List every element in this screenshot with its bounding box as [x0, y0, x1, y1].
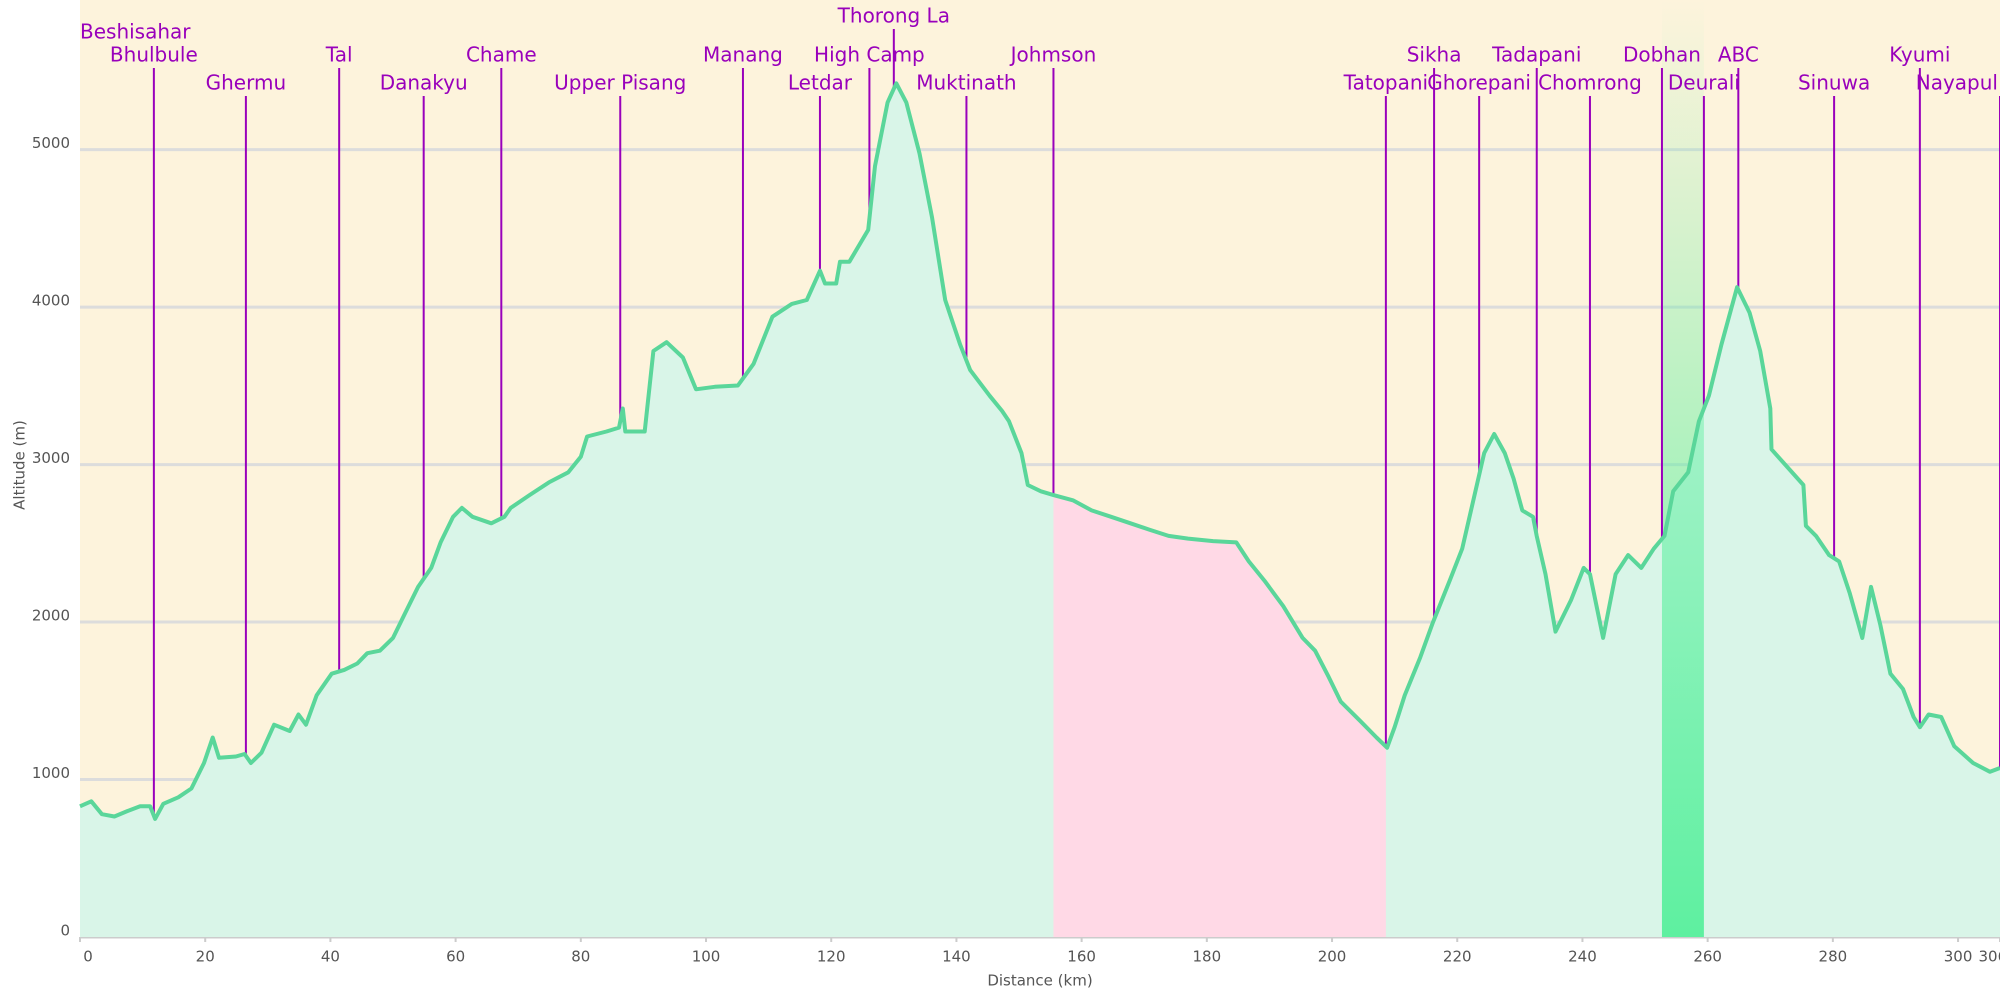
waypoint-label: Bhulbule [110, 43, 198, 67]
x-axis-title: Distance (km) [987, 972, 1092, 990]
line-layer [79, 81, 2000, 821]
waypoint-label: Deurali [1668, 71, 1740, 95]
x-tick-label: 280 [1819, 948, 1848, 966]
area-fill [80, 83, 2000, 938]
x-tick-label: 180 [1193, 948, 1222, 966]
x-tick-label: 300 [1944, 948, 1973, 966]
y-tick-label: 2000 [32, 607, 70, 625]
waypoint-label: Johmson [1009, 43, 1097, 67]
waypoint-layer [152, 29, 2000, 816]
waypoint-label: Beshisahar [80, 20, 191, 44]
waypoint-label: Ghorepani [1427, 71, 1531, 95]
x-tick-label: 140 [942, 948, 971, 966]
waypoint-label: Chomrong [1538, 71, 1642, 95]
profile-line [79, 81, 2000, 821]
waypoint-label: Upper Pisang [554, 71, 686, 95]
x-tick-label: 20 [196, 948, 215, 966]
x-tick-label: 0 [83, 948, 93, 966]
text-layer: 0100020003000400050006000020406080100120… [32, 4, 2000, 966]
x-tick-label: 260 [1693, 948, 1722, 966]
waypoint-label: Muktinath [916, 71, 1016, 95]
waypoint-label: Sikha [1407, 43, 1462, 67]
x-tick-label: 40 [321, 948, 340, 966]
x-tick-label: 160 [1067, 948, 1096, 966]
y-tick-label: 5000 [32, 134, 70, 152]
x-tick-label: 80 [571, 948, 590, 966]
waypoint-label: Manang [703, 43, 783, 67]
x-tick-label: 306.7 [1979, 948, 2000, 966]
waypoint-label: Letdar [788, 71, 853, 95]
y-tick-label: 4000 [32, 292, 70, 310]
waypoint-label: Chame [466, 43, 537, 67]
waypoint-label: Danakyu [380, 71, 468, 95]
x-tick-label: 120 [817, 948, 846, 966]
waypoint-label: ABC [1718, 43, 1759, 67]
waypoint-label: Ghermu [206, 71, 287, 95]
x-tick-label: 60 [446, 948, 465, 966]
waypoint-label: Tadapani [1491, 43, 1581, 67]
waypoint-label: Tatopani [1343, 71, 1428, 95]
waypoint-label: Kyumi [1889, 43, 1950, 67]
highlight-band [1661, 0, 1704, 937]
waypoint-label: Sinuwa [1798, 71, 1870, 95]
x-tick-label: 100 [692, 948, 721, 966]
x-tick-label: 200 [1318, 948, 1347, 966]
y-tick-label: 3000 [32, 449, 70, 467]
waypoint-label: Tal [325, 43, 353, 67]
x-tick-label: 240 [1568, 948, 1597, 966]
y-tick-label: 1000 [32, 764, 70, 782]
y-axis-title: Altitude (m) [11, 420, 29, 510]
waypoint-label: High Camp [814, 43, 925, 67]
waypoint-label: Dobhan [1623, 43, 1701, 67]
y-tick-label: 0 [60, 922, 70, 940]
waypoint-label: Thorong La [837, 4, 950, 28]
x-tick-label: 220 [1443, 948, 1472, 966]
waypoint-label: Nayapul [1916, 71, 1998, 95]
